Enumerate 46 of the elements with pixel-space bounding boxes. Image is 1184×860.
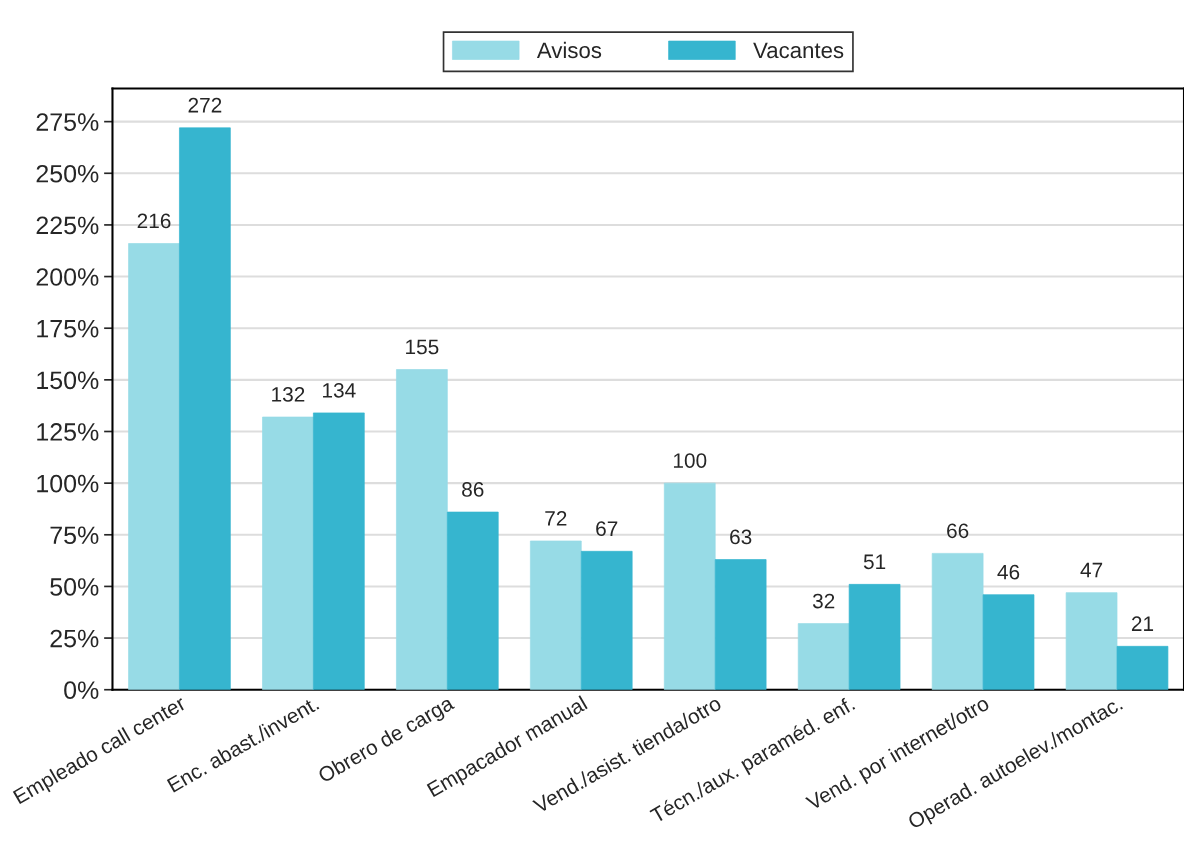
y-tick-label: 275% [36,113,99,131]
data-label: 66 [947,523,969,539]
y-tick-label: 75% [50,526,99,545]
y-tick-label: 175% [37,319,99,338]
bar [580,550,633,690]
data-label: 51 [863,554,886,570]
bar [313,412,365,690]
bar [848,584,901,690]
data-label: 100 [673,453,707,468]
legend-label: Vacantes [753,42,844,59]
y-tick-label: 50% [50,578,99,596]
bar [931,553,984,690]
bar [797,623,850,690]
data-label: 21 [1131,616,1154,631]
data-label: 46 [997,564,1020,580]
bar [446,511,499,690]
y-tick-label: 225% [36,216,99,235]
bar [1116,645,1169,690]
y-tick-label: 100% [37,474,99,493]
bar [179,127,231,690]
bar [396,369,448,690]
y-tick-label: 150% [37,371,99,390]
bar [982,594,1035,690]
data-label: 32 [812,593,835,609]
data-label: 67 [596,521,618,537]
bar [530,540,582,690]
data-label: 216 [137,213,171,229]
data-label: 272 [188,97,222,113]
y-tick-label: 0% [64,681,99,700]
data-label: 72 [545,511,567,526]
y-tick-label: 200% [36,268,99,286]
data-label: 47 [1080,562,1103,578]
data-label: 134 [323,382,356,398]
legend-label: Avisos [536,41,602,59]
y-tick-label: 25% [50,629,99,648]
y-tick-label: 250% [36,164,99,183]
data-label: 155 [406,339,439,355]
bar [1065,592,1118,690]
bar [262,416,314,690]
bar [663,482,716,690]
data-label: 86 [462,482,484,497]
bar [714,559,767,690]
data-label: 132 [272,387,305,402]
bar [128,243,180,690]
y-tick-label: 125% [37,423,99,441]
data-label: 63 [730,529,752,545]
